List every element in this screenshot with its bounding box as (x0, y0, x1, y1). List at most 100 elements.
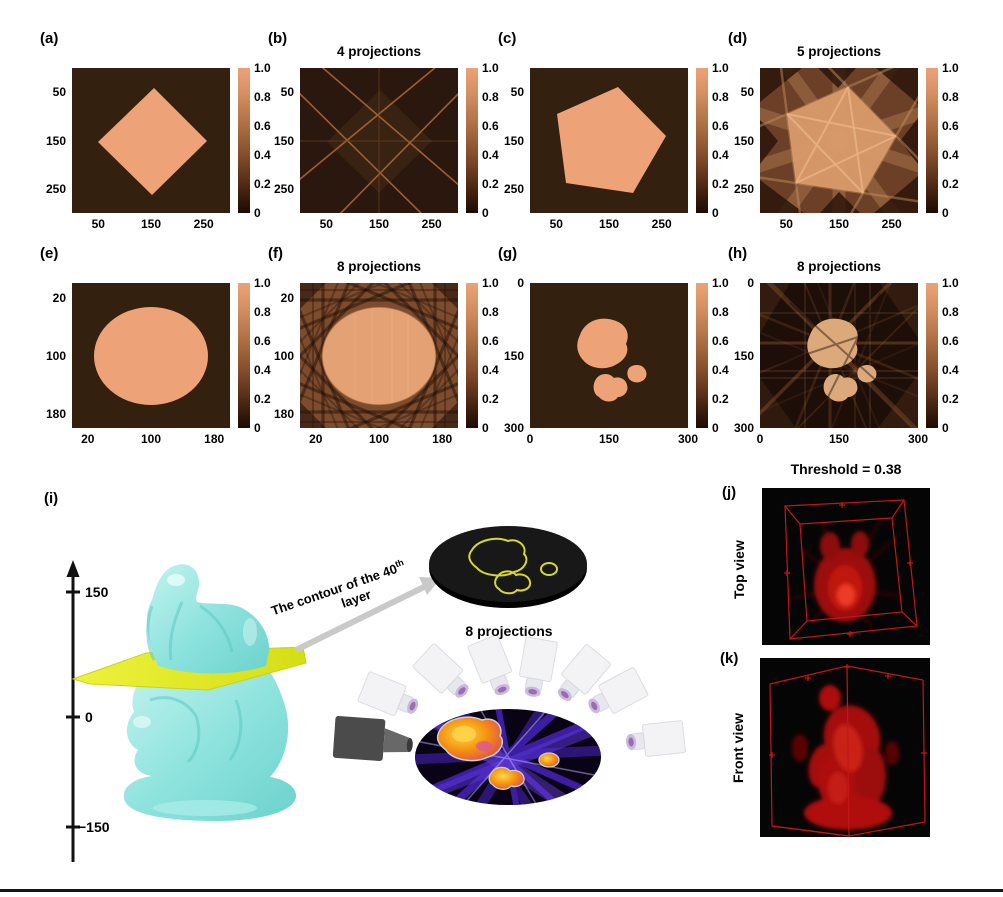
colorbar-tick-label: 0.8 (942, 305, 959, 319)
colorbar-tick-label: 1.0 (712, 61, 729, 75)
x-tick-label: 150 (598, 432, 620, 446)
y-tick-label: 150 (45, 133, 66, 148)
panel-title: 4 projections (336, 44, 422, 59)
colorbar-tick-label: 0.8 (254, 90, 271, 104)
z-axis-arrowhead (66, 560, 80, 577)
colorbar (696, 68, 708, 213)
colorbar-tick-label: 0.8 (482, 90, 499, 104)
colorbar-tick-label: 0 (942, 421, 949, 435)
x-tick-label: 0 (756, 432, 764, 446)
panel-h: (h) 8 projections 0 150 300 0 150 300 1.0 0.8 0.6… (726, 245, 966, 450)
x-tick-label: 250 (421, 217, 442, 231)
colorbar-tick-label: 0.6 (712, 119, 729, 133)
panel-label: (h) (728, 245, 748, 262)
y-tick-label: 180 (45, 406, 66, 421)
colorbar-tick-label: 0 (254, 421, 261, 435)
colorbar-tick-label: 0.6 (942, 334, 959, 348)
colorbar-tick-label: 0 (254, 206, 261, 220)
heatmap-f (300, 283, 458, 428)
heatmap-e (72, 283, 230, 428)
y-tick-label: 50 (510, 85, 524, 100)
figure-bottom-rule (0, 889, 1003, 892)
panel-label: (b) (268, 30, 288, 47)
thinker-statue-upper (146, 564, 270, 674)
projector-icon (557, 643, 611, 701)
y-tick-label: 150 (733, 133, 754, 148)
x-tick-label: 150 (598, 217, 620, 231)
y-tick-label: 250 (273, 181, 294, 196)
colorbar-tick-label: 0.2 (482, 177, 499, 191)
x-tick-label: 150 (828, 432, 850, 446)
colorbar-tick-label: 0 (712, 206, 719, 220)
y-tick-label: 100 (273, 348, 294, 363)
colorbar (926, 68, 938, 213)
projector-icon (357, 671, 419, 716)
colorbar-tick-label: 1.0 (254, 276, 271, 290)
x-tick-label: 50 (91, 217, 105, 231)
panel-d: (d) 5 projections 50 150 250 50 150 250 1.0 0.8 0.… (726, 30, 966, 235)
threshold-title: Threshold = 0.38 (790, 461, 902, 477)
y-tick-label: 150 (503, 133, 524, 148)
y-tick-label: 20 (52, 290, 66, 305)
colorbar-tick-label: 0.4 (712, 363, 729, 377)
front-view-label: Front view (730, 713, 746, 784)
y-tick-label: 250 (733, 181, 754, 196)
projector-icon (588, 667, 649, 714)
colorbar-tick-label: 0.4 (254, 148, 271, 162)
projector-icon (626, 720, 686, 757)
colorbar-tick-label: 0.6 (712, 334, 729, 348)
colorbar-tick-label: 0.2 (712, 392, 729, 406)
x-tick-label: 250 (881, 217, 902, 231)
x-tick-label: 0 (526, 432, 534, 446)
y-tick-label: 0 (517, 276, 524, 290)
colorbar (466, 68, 478, 213)
colorbar-tick-label: 0.2 (712, 177, 729, 191)
colorbar (238, 68, 250, 213)
scene-illustration (66, 526, 686, 862)
projector-array (332, 634, 686, 762)
axis-tick-0: 0 (85, 709, 93, 725)
axis-tick-150: 150 (85, 584, 109, 600)
colorbar-tick-label: 0.8 (712, 90, 729, 104)
colorbar-tick-label: 0.2 (942, 392, 959, 406)
axis-tick-neg150: −150 (78, 819, 110, 835)
x-tick-label: 180 (204, 432, 225, 446)
x-tick-label: 250 (193, 217, 214, 231)
colorbar-tick-label: 1.0 (942, 276, 959, 290)
panel-label: (d) (728, 30, 748, 47)
camera-icon (332, 716, 413, 762)
colorbar-tick-label: 1.0 (482, 61, 499, 75)
y-tick-label: 150 (503, 348, 524, 363)
colorbar-tick-label: 0 (942, 206, 949, 220)
colorbar-tick-label: 0.4 (942, 363, 959, 377)
heatmap-d (760, 68, 918, 213)
colorbar-tick-label: 0.2 (942, 177, 959, 191)
colorbar-tick-label: 0.8 (942, 90, 959, 104)
top-view-label: Top view (731, 540, 747, 600)
panel-a: (a) 50 150 250 50 150 250 1.0 0.8 0.6 0.4 0.2 0 (38, 30, 278, 235)
colorbar (926, 283, 938, 428)
colorbar-tick-label: 0.6 (254, 119, 271, 133)
x-tick-label: 100 (368, 432, 390, 446)
contour-disk (429, 526, 587, 608)
panel-label-j: (j) (722, 484, 737, 501)
panel-label: (c) (498, 30, 517, 47)
y-tick-label: 150 (273, 133, 294, 148)
x-tick-label: 20 (309, 432, 323, 446)
y-tick-label: 50 (280, 85, 294, 100)
y-tick-label: 150 (733, 348, 754, 363)
y-tick-label: 300 (733, 421, 754, 435)
z-axis (66, 574, 80, 862)
colorbar-tick-label: 1.0 (942, 61, 959, 75)
scene-projections-label: 8 projections (465, 623, 553, 639)
panel-g: (g) 0 150 300 0 150 300 1.0 0.8 0.6 0.4 0.2 0 (496, 245, 736, 450)
colorbar-tick-label: 0.2 (254, 177, 271, 191)
panel-c: (c) 50 150 250 50 150 250 1.0 0.8 0.6 0.4 0.2 0 (496, 30, 736, 235)
projector-icon (467, 634, 512, 696)
colorbar-tick-label: 0.6 (942, 119, 959, 133)
x-tick-label: 150 (368, 217, 390, 231)
front-view-render (760, 658, 930, 837)
bounding-box-wireframe (784, 499, 918, 640)
y-tick-label: 50 (740, 85, 754, 100)
